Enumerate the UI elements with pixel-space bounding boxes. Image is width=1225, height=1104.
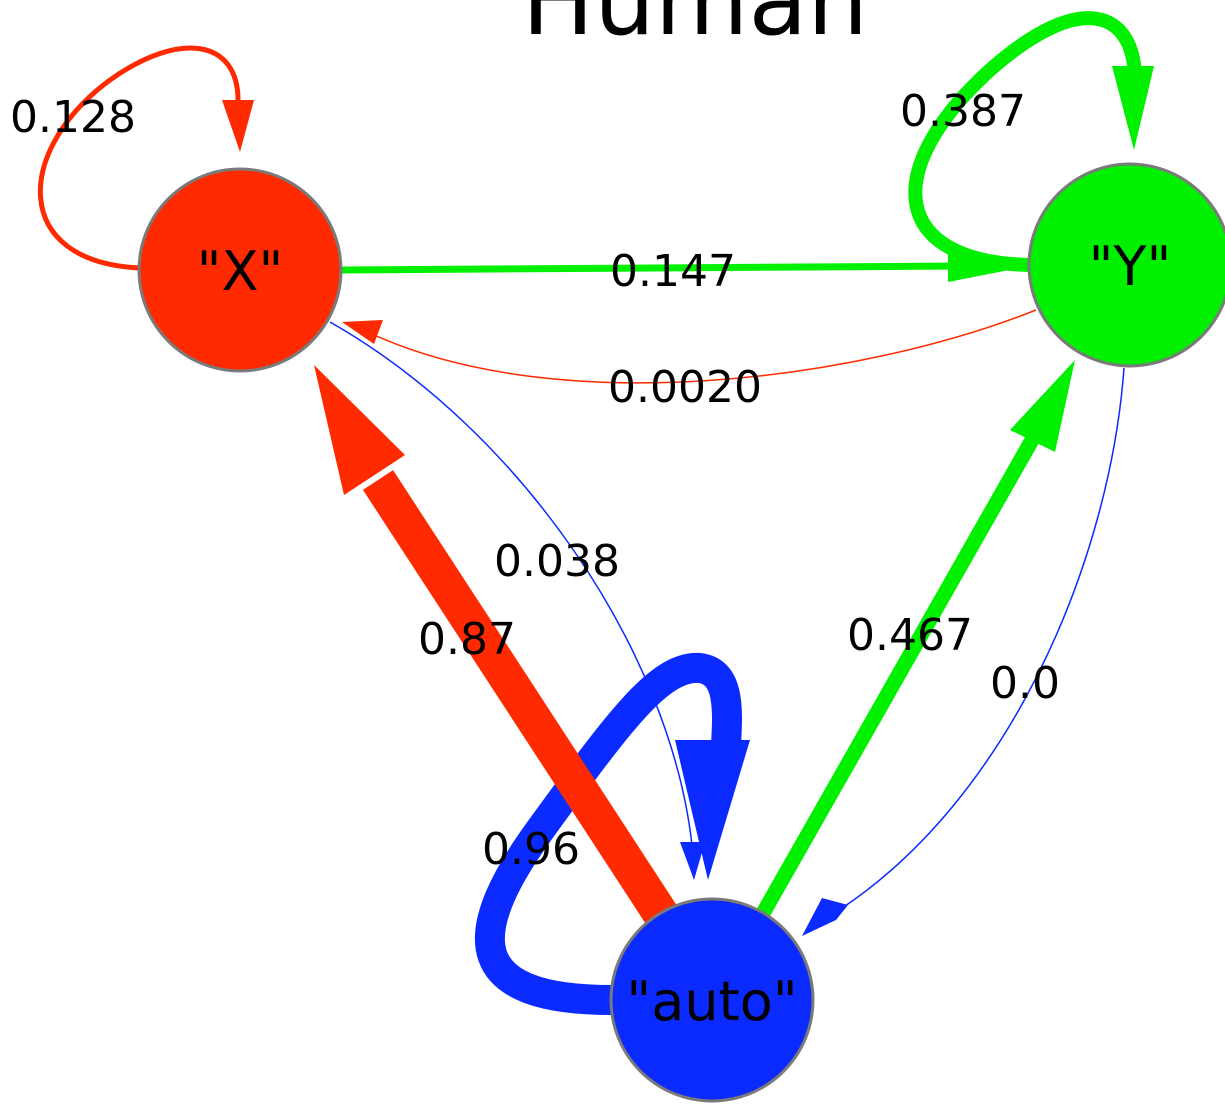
edge-x-to-auto — [329, 321, 705, 880]
edge-y-to-y — [908, 11, 1154, 272]
edge-x-to-y — [341, 250, 1030, 282]
edge-y-to-auto — [802, 367, 1125, 936]
node-x-label: "X" — [197, 240, 284, 303]
edge-label-x-to-x: 0.128 — [10, 92, 136, 143]
edge-auto-to-auto — [474, 652, 750, 1015]
edge-y-to-x — [342, 309, 1037, 384]
node-auto: "auto" — [609, 897, 815, 1103]
edge-label-auto-to-x: 0.87 — [418, 614, 516, 665]
edge-label-x-to-auto: 0.038 — [494, 536, 620, 587]
edge-x-to-x — [37, 45, 254, 271]
edge-label-auto-to-y: 0.467 — [847, 610, 973, 661]
node-y: "Y" — [1027, 162, 1225, 368]
edge-label-auto-to-auto: 0.96 — [482, 824, 580, 875]
edge-label-y-to-y: 0.387 — [900, 86, 1026, 137]
node-y-label: "Y" — [1089, 235, 1172, 298]
edge-auto-to-y — [755, 360, 1075, 919]
node-auto-label: "auto" — [626, 970, 797, 1033]
diagram-title: Human — [522, 0, 868, 57]
edge-label-x-to-y: 0.147 — [610, 246, 736, 297]
edge-label-y-to-auto: 0.0 — [990, 658, 1060, 709]
node-x: "X" — [137, 167, 343, 373]
edge-label-y-to-x: 0.0020 — [608, 362, 762, 413]
edge-auto-to-x — [314, 365, 684, 935]
